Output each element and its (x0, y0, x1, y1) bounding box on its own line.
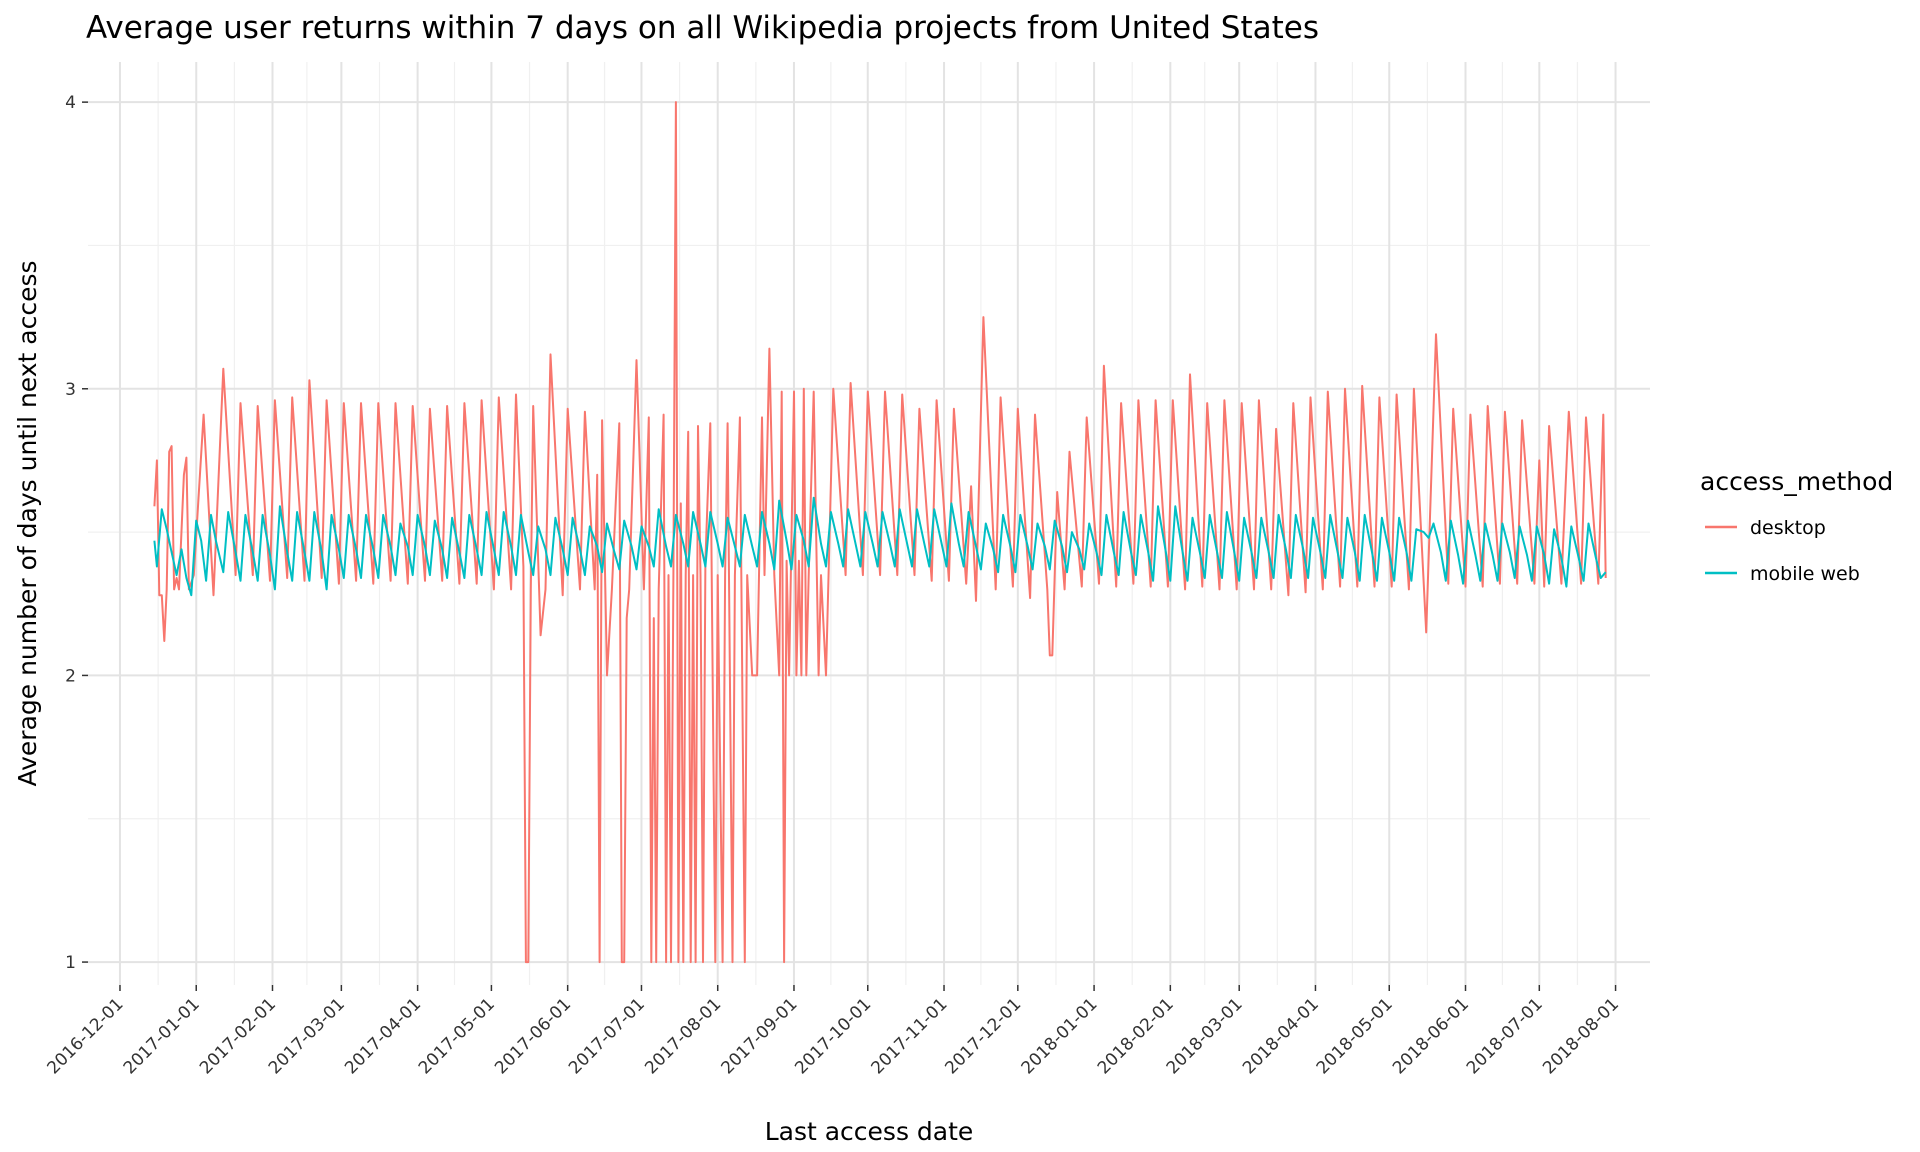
x-tick-label: 2018-06-01 (1389, 994, 1473, 1078)
x-tick-label: 2018-05-01 (1313, 994, 1397, 1078)
legend-title: access_method (1700, 467, 1893, 496)
x-axis-label: Last access date (765, 1117, 974, 1146)
legend-label-mobile-web: mobile web (1750, 563, 1860, 585)
series-line-desktop (153, 101, 1607, 964)
x-tick-label: 2017-08-01 (641, 994, 725, 1078)
x-tick-label: 2017-07-01 (565, 994, 649, 1078)
y-tick-label: 4 (65, 93, 76, 113)
x-tick-label: 2017-05-01 (415, 994, 499, 1078)
x-tick-label: 2017-06-01 (491, 994, 575, 1078)
x-tick-label: 2017-04-01 (341, 994, 425, 1078)
x-tick-label: 2017-01-01 (120, 994, 204, 1078)
x-tick-label: 2017-10-01 (791, 994, 875, 1078)
x-tick-label: 2018-08-01 (1539, 994, 1623, 1078)
gridlines (88, 62, 1650, 985)
legend-label-desktop: desktop (1750, 517, 1826, 539)
x-tick-label: 2016-12-01 (44, 994, 128, 1078)
x-tick-label: 2017-09-01 (718, 994, 802, 1078)
x-tick-label: 2018-04-01 (1239, 994, 1323, 1078)
x-tick-label: 2017-11-01 (868, 994, 952, 1078)
y-tick-label: 1 (65, 953, 76, 973)
y-tick-label: 2 (65, 666, 76, 686)
y-axis-label: Average number of days until next access (13, 260, 42, 786)
series-lines (153, 101, 1607, 964)
x-tick-label: 2018-01-01 (1018, 994, 1102, 1078)
y-tick-label: 3 (65, 380, 76, 400)
x-tick-label: 2018-07-01 (1463, 994, 1547, 1078)
x-tick-label: 2017-12-01 (941, 994, 1025, 1078)
series-line-mobile-web (153, 496, 1607, 597)
chart-title: Average user returns within 7 days on al… (86, 10, 1319, 46)
